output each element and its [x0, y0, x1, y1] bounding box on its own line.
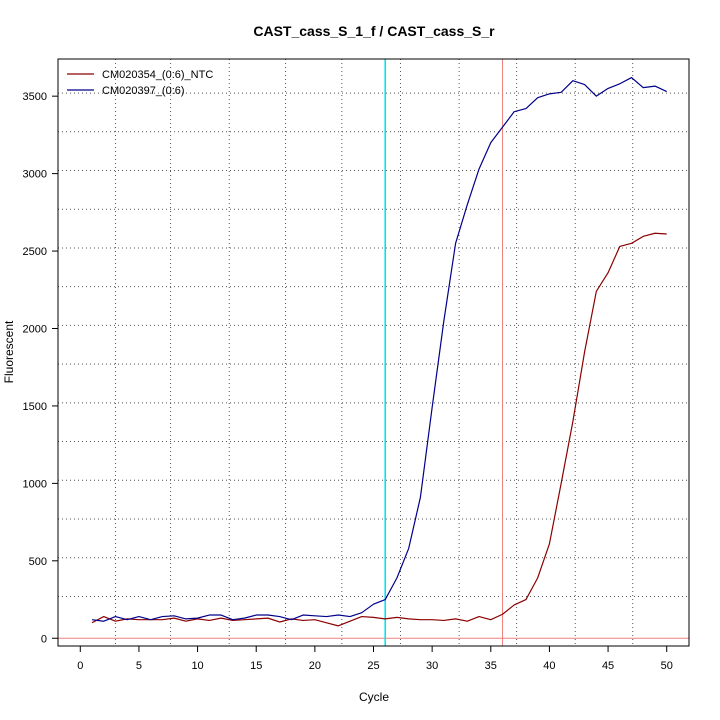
x-axis-label: Cycle: [359, 690, 389, 704]
legend: CM020354_(0:6)_NTC CM020397_(0:6): [67, 69, 213, 97]
y-tick-label: 3500: [23, 91, 47, 103]
x-tick-label: 0: [77, 660, 83, 672]
y-tick-label: 2000: [23, 323, 47, 335]
legend-label: CM020354_(0:6)_NTC: [102, 69, 213, 81]
x-tick-label: 35: [485, 660, 497, 672]
y-tick-label: 0: [41, 633, 47, 645]
x-tick-label: 50: [661, 660, 673, 672]
x-tick-label: 45: [602, 660, 614, 672]
y-tick-label: 2500: [23, 246, 47, 258]
x-tick-label: 5: [136, 660, 142, 672]
series-layer: [91, 76, 667, 627]
chart-title: CAST_cass_S_1_f / CAST_cass_S_r: [253, 23, 495, 39]
reference-lines-layer: [58, 59, 689, 646]
series-line-1: [91, 232, 667, 627]
x-tick-label: 40: [543, 660, 555, 672]
x-tick-label: 20: [309, 660, 321, 672]
x-tick-label: 30: [426, 660, 438, 672]
x-tick-label: 25: [367, 660, 379, 672]
x-tick-label: 15: [250, 660, 262, 672]
legend-label: CM020397_(0:6): [102, 85, 185, 97]
series-line-2: [91, 76, 667, 622]
y-tick-label: 1500: [23, 401, 47, 413]
y-axis-label: Fluorescent: [2, 320, 16, 383]
y-tick-label: 500: [29, 556, 47, 568]
x-tick-label: 10: [191, 660, 203, 672]
grid-layer: [58, 59, 689, 646]
y-tick-label: 3000: [23, 169, 47, 181]
axis-layer: 0 5 10 15 20 25 30 35 40 45 5005001000150020002500…: [23, 91, 673, 672]
y-tick-label: 1000: [23, 478, 47, 490]
